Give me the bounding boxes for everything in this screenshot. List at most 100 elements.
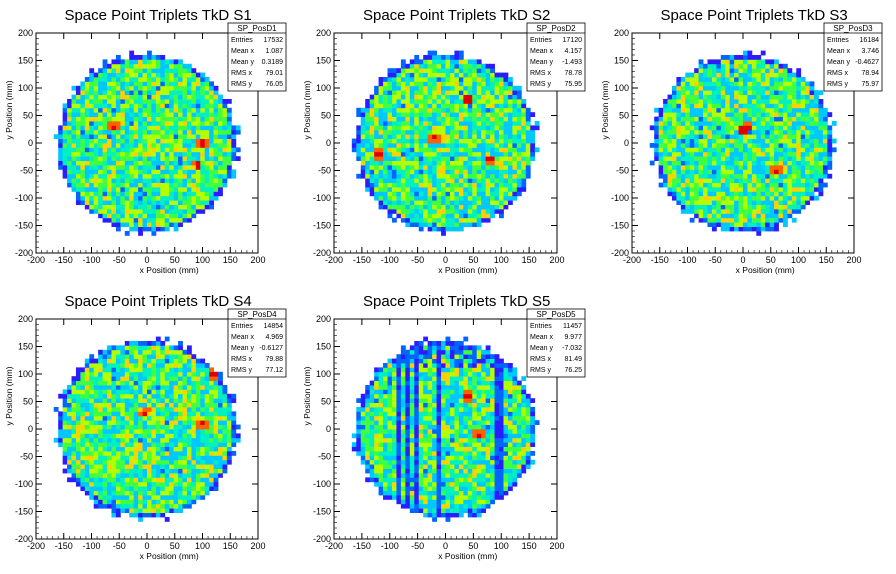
heatmap-cell xyxy=(84,429,90,434)
stats-label: Mean y xyxy=(231,59,254,66)
heatmap-cell xyxy=(374,116,379,122)
heatmap-cell xyxy=(115,442,121,447)
heatmap-cell xyxy=(169,63,175,69)
y-tick-label: -200 xyxy=(313,248,331,258)
heatmap-cell xyxy=(129,129,135,135)
heatmap-cell xyxy=(814,147,819,153)
heatmap-cell xyxy=(71,125,77,131)
heatmap-cell xyxy=(369,107,375,113)
heatmap-cell xyxy=(418,182,424,188)
heatmap-cell xyxy=(378,143,384,148)
heatmap-cell xyxy=(111,495,117,500)
heatmap-cell xyxy=(169,112,175,117)
heatmap-cell xyxy=(84,389,90,395)
heatmap-cell xyxy=(89,459,95,465)
heatmap-cell xyxy=(191,191,197,197)
heatmap-cell xyxy=(774,226,779,232)
heatmap-cell xyxy=(173,187,179,192)
y-tick-label: 150 xyxy=(614,56,629,66)
heatmap-cell xyxy=(75,389,81,395)
heatmap-cell xyxy=(436,213,442,219)
heatmap-cell xyxy=(360,173,366,179)
heatmap-cell xyxy=(374,85,379,91)
heatmap-cell xyxy=(226,147,232,153)
heatmap-cell xyxy=(71,385,77,390)
heatmap-cell xyxy=(432,129,437,135)
heatmap-cell xyxy=(111,151,117,157)
heatmap-cell xyxy=(93,103,99,109)
heatmap-cell xyxy=(769,116,775,122)
heatmap-cell xyxy=(67,455,72,461)
heatmap-cell xyxy=(490,85,495,91)
heatmap-cell xyxy=(756,143,762,148)
heatmap-cell xyxy=(155,99,161,104)
heatmap-cell xyxy=(698,107,704,113)
heatmap-cell xyxy=(436,195,442,201)
heatmap-cell xyxy=(725,59,731,65)
heatmap-cell xyxy=(831,121,837,126)
heatmap-cell xyxy=(378,107,384,113)
heatmap-cell xyxy=(67,103,72,109)
heatmap-cell xyxy=(120,68,126,73)
heatmap-cell xyxy=(525,112,531,117)
heatmap-cell xyxy=(725,217,731,223)
heatmap-cell xyxy=(111,367,117,373)
heatmap-cell xyxy=(378,191,384,197)
stats-value: 17532 xyxy=(264,37,284,44)
heatmap-cell xyxy=(173,213,179,219)
heatmap-cell xyxy=(423,156,429,161)
heatmap-cell xyxy=(423,213,429,219)
heatmap-cell xyxy=(62,143,68,148)
heatmap-cell xyxy=(200,116,206,122)
heatmap-cell xyxy=(138,195,143,201)
heatmap-cell xyxy=(111,77,117,82)
heatmap-cell xyxy=(107,156,112,161)
heatmap-cell xyxy=(725,116,731,122)
heatmap-cell xyxy=(383,138,388,144)
heatmap-cell xyxy=(738,125,744,131)
heatmap-cell xyxy=(182,195,188,201)
heatmap-cell xyxy=(226,156,232,161)
heatmap-cell xyxy=(93,81,99,87)
heatmap-cell xyxy=(138,226,143,232)
heatmap-cell xyxy=(222,134,228,139)
heatmap-cell xyxy=(120,59,126,65)
heatmap-cell xyxy=(485,147,491,153)
heatmap-cell xyxy=(400,195,406,201)
heatmap-cell xyxy=(711,77,717,82)
heatmap-cell xyxy=(93,446,99,452)
heatmap-cell xyxy=(151,94,157,100)
heatmap-cell xyxy=(671,129,677,135)
heatmap-cell xyxy=(418,59,424,65)
heatmap-cell xyxy=(98,455,103,461)
heatmap-cell xyxy=(680,81,686,87)
heatmap-cell xyxy=(124,398,130,403)
heatmap-cell xyxy=(62,442,68,447)
heatmap-cell xyxy=(124,217,130,223)
heatmap-cell xyxy=(680,156,686,161)
heatmap-cell xyxy=(186,187,192,192)
heatmap-cell xyxy=(720,94,726,100)
heatmap-cell xyxy=(169,121,175,126)
heatmap-cell xyxy=(774,107,779,113)
heatmap-cell xyxy=(133,393,139,399)
heatmap-cell xyxy=(218,173,223,179)
heatmap-cell xyxy=(84,433,90,439)
heatmap-cell xyxy=(432,187,437,192)
heatmap-cell xyxy=(129,173,135,179)
stats-box-name: SP_PosD3 xyxy=(833,24,873,33)
heatmap-cell xyxy=(222,169,228,175)
heatmap-cell xyxy=(716,178,722,183)
heatmap-cell xyxy=(209,99,214,104)
heatmap-cell xyxy=(200,169,206,175)
heatmap-cell xyxy=(711,112,717,117)
heatmap-cell xyxy=(778,103,784,109)
heatmap-cell xyxy=(102,213,108,219)
heatmap-cell xyxy=(525,107,531,113)
heatmap-cell xyxy=(476,147,482,153)
heatmap-cell xyxy=(760,200,766,205)
heatmap-cell xyxy=(120,420,126,425)
heatmap-cell xyxy=(133,473,139,478)
heatmap-cell xyxy=(800,125,806,131)
heatmap-cell xyxy=(142,59,148,65)
